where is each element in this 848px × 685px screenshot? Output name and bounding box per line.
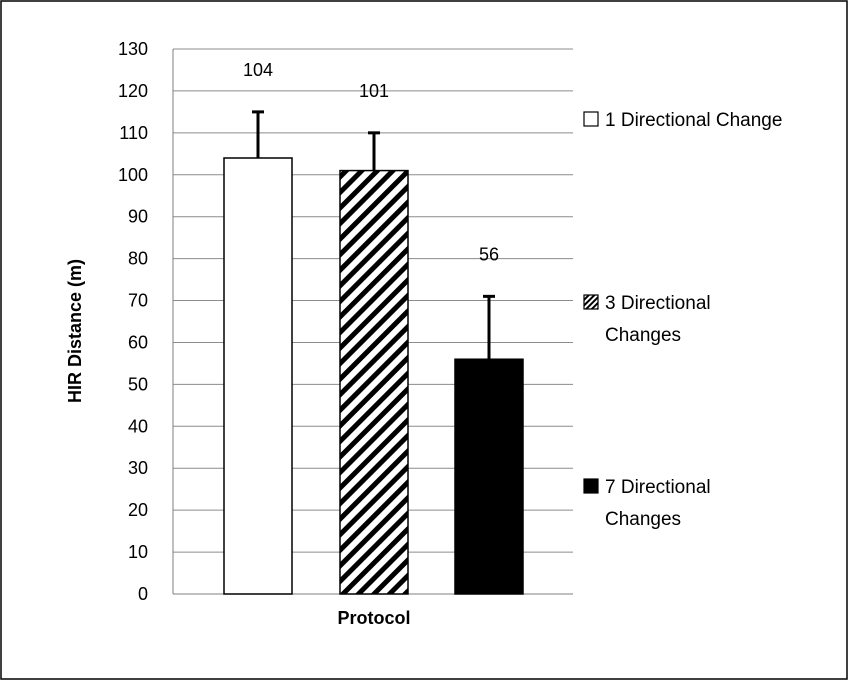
legend-swatch [583, 294, 599, 310]
bars [223, 157, 524, 595]
data-label: 56 [479, 244, 499, 264]
y-tick-label: 70 [128, 291, 148, 311]
y-tick-label: 130 [118, 39, 148, 59]
y-tick-label: 60 [128, 332, 148, 352]
y-tick-label: 20 [128, 500, 148, 520]
x-axis-title: Protocol [337, 608, 410, 628]
y-tick-label: 80 [128, 249, 148, 269]
legend-label: 1 Directional Change [605, 110, 782, 131]
bar [339, 169, 409, 595]
y-tick-label: 10 [128, 542, 148, 562]
y-tick-label: 100 [118, 165, 148, 185]
legend-swatch [583, 478, 599, 494]
legend-label: 3 Directional [605, 293, 711, 314]
data-labels: 104 101 56 [243, 60, 499, 264]
data-label: 101 [359, 81, 389, 101]
y-tick-label: 30 [128, 458, 148, 478]
y-axis-title: HIR Distance (m) [65, 259, 85, 403]
legend-label: 7 Directional [605, 477, 711, 498]
legend-label: Changes [605, 509, 681, 530]
data-label: 104 [243, 60, 273, 80]
y-tick-label: 0 [138, 584, 148, 604]
y-tick-label: 40 [128, 416, 148, 436]
legend: 1 Directional Change 3 Directional Changes… [583, 110, 782, 530]
y-tick-label: 50 [128, 374, 148, 394]
bar [223, 157, 293, 595]
legend-swatch [583, 111, 599, 127]
error-bars [252, 110, 495, 360]
legend-label: Changes [605, 325, 681, 346]
y-tick-label: 120 [118, 81, 148, 101]
bar [454, 358, 524, 595]
y-axis-ticks: 0 10 20 30 40 50 60 70 80 90 100 110 120 130 [118, 39, 148, 604]
y-tick-label: 110 [119, 123, 148, 143]
y-tick-label: 90 [128, 207, 148, 227]
